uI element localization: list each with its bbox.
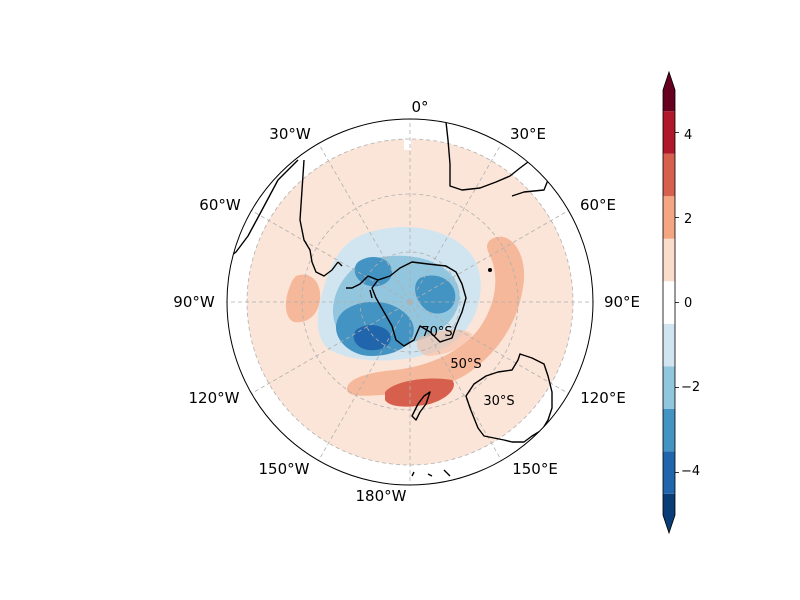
longitude-labels: 0° 30°E 60°E 90°E 120°E 150°E 180°W 150°…	[173, 98, 640, 505]
lon-label-180w: 180°W	[356, 487, 407, 505]
new-zealand-coast	[411, 391, 431, 421]
colorbar-segment	[663, 281, 675, 324]
graticule	[227, 119, 593, 485]
latitude-labels: 70°S 50°S 30°S	[421, 325, 514, 409]
lat-label-70s: 70°S	[421, 325, 452, 340]
coastlines	[227, 121, 553, 477]
colorbar-segment	[663, 111, 675, 154]
lon-label-150w: 150°W	[259, 460, 310, 478]
positive-anomaly-arcs	[285, 236, 525, 407]
negative-anomaly-cap	[317, 226, 481, 361]
lon-label-150e: 150°E	[512, 460, 558, 478]
colorbar-label-neg2: −2	[681, 380, 700, 395]
lat-label-50s: 50°S	[450, 357, 481, 372]
colorbar-label-0: 0	[684, 296, 692, 311]
antarctic-peninsula	[346, 275, 379, 299]
colorbar-outline	[662, 70, 676, 535]
south-america-coast	[227, 159, 343, 277]
colorbar-segment	[663, 323, 675, 367]
colorbar-segment	[663, 90, 675, 112]
lon-label-30e: 30°E	[510, 125, 546, 143]
colorbar-tick-labels: −4 −2 0 2 4	[681, 128, 700, 479]
africa-coast	[445, 121, 549, 197]
lon-label-90w: 90°W	[173, 293, 215, 311]
lon-label-90e: 90°E	[604, 293, 640, 311]
colorbar-segment	[663, 196, 675, 239]
colorbar-segment	[663, 238, 675, 282]
lon-label-60w: 60°W	[199, 196, 241, 214]
australia-coast	[465, 353, 553, 443]
colorbar-segments	[663, 72, 675, 533]
colorbar-segment	[663, 153, 675, 197]
map-boundary	[226, 118, 594, 486]
colorbar-segment	[663, 451, 675, 494]
colorbar-segment	[663, 366, 675, 409]
lon-label-120e: 120°E	[580, 389, 626, 407]
colorbar-label-4: 4	[684, 128, 692, 143]
colorbar: −4 −2 0 2 4	[662, 70, 700, 535]
antarctica-coast	[371, 261, 467, 347]
lon-label-120w: 120°W	[189, 389, 240, 407]
colorbar-segment	[663, 493, 675, 515]
small-islands-south	[411, 469, 451, 477]
lon-label-0: 0°	[411, 98, 428, 116]
colorbar-segment	[663, 408, 675, 452]
colorbar-label-neg4: −4	[681, 464, 700, 479]
colorbar-extend-max	[663, 72, 675, 90]
colorbar-label-2: 2	[684, 212, 692, 227]
colorbar-ticks	[675, 132, 679, 473]
lat-label-30s: 30°S	[483, 394, 514, 409]
small-island	[488, 268, 492, 272]
polar-map: 0° 30°E 60°E 90°E 120°E 150°E 180°W 150°…	[173, 98, 640, 505]
lon-label-30w: 30°W	[269, 125, 311, 143]
lon-label-60e: 60°E	[580, 196, 616, 214]
colorbar-extend-min	[663, 515, 675, 533]
